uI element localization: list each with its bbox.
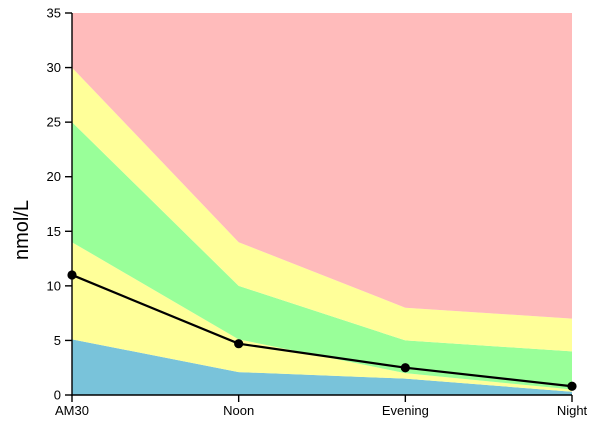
data-point-0 [67,270,77,280]
data-point-1 [234,339,244,349]
data-series [67,270,577,391]
x-tick-label-3: Night [557,403,588,418]
y-tick-label-3: 15 [47,224,61,239]
x-tick-label-0: AM30 [55,403,89,418]
band-0 [72,339,572,395]
band-3 [72,67,572,352]
y-axis-title: nmol/L [11,200,33,260]
band-2 [72,122,572,390]
data-point-2 [400,363,410,373]
y-tick-label-7: 35 [47,6,61,21]
axes: 0 5 10 15 20 25 30 35 AM30 Noon Evening Night [47,6,588,419]
y-tick-label-0: 0 [54,388,61,403]
y-tick-label-4: 20 [47,169,61,184]
data-point-3 [567,381,577,391]
y-tick-label-5: 25 [47,115,61,130]
band-4 [72,13,572,319]
x-tick-label-2: Evening [382,403,429,418]
y-tick-label-2: 10 [47,278,61,293]
reference-bands [72,13,572,395]
series-line-0 [71,273,573,388]
band-1 [72,242,572,392]
x-tick-label-1: Noon [223,403,254,418]
y-tick-label-6: 30 [47,60,61,75]
y-tick-label-1: 5 [54,333,61,348]
